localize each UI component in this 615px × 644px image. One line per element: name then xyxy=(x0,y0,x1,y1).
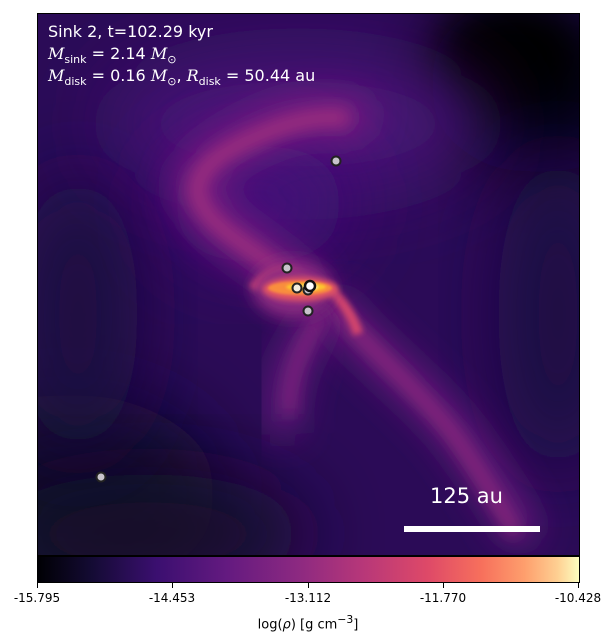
colorbar-tick xyxy=(443,583,444,588)
colorbar-tick xyxy=(172,583,173,588)
colorbar-tick-label: -15.795 xyxy=(13,591,61,605)
colorbar-tick-label: -11.770 xyxy=(419,591,467,605)
sink-marker xyxy=(302,305,314,317)
sink-marker xyxy=(330,155,342,167)
scale-bar xyxy=(404,526,540,532)
colorbar-tick-label: -14.453 xyxy=(148,591,196,605)
colorbar-tick xyxy=(308,583,309,588)
panel-title: Sink 2, t=102.29 kyr xyxy=(48,22,213,41)
disk-properties-label: Mdisk = 0.16 M⊙, Rdisk = 50.44 au xyxy=(48,66,316,89)
colorbar-tick xyxy=(37,583,38,588)
sink-marker xyxy=(95,471,107,483)
colorbar-tick-label: -13.112 xyxy=(284,591,332,605)
colorbar xyxy=(37,556,580,583)
density-field xyxy=(38,14,579,555)
sink-mass-label: Msink = 2.14 M⊙ xyxy=(48,44,177,67)
sink-marker xyxy=(303,279,317,293)
sink-marker xyxy=(281,262,293,274)
scale-bar-label: 125 au xyxy=(430,484,503,508)
colorbar-tick-label: -10.428 xyxy=(554,591,602,605)
colorbar-tick xyxy=(578,583,579,588)
colorbar-label: log(ρ) [g cm−3] xyxy=(257,613,359,633)
sink-marker xyxy=(291,282,303,294)
density-map-panel: Sink 2, t=102.29 kyr Msink = 2.14 M⊙ Mdi… xyxy=(37,13,580,556)
